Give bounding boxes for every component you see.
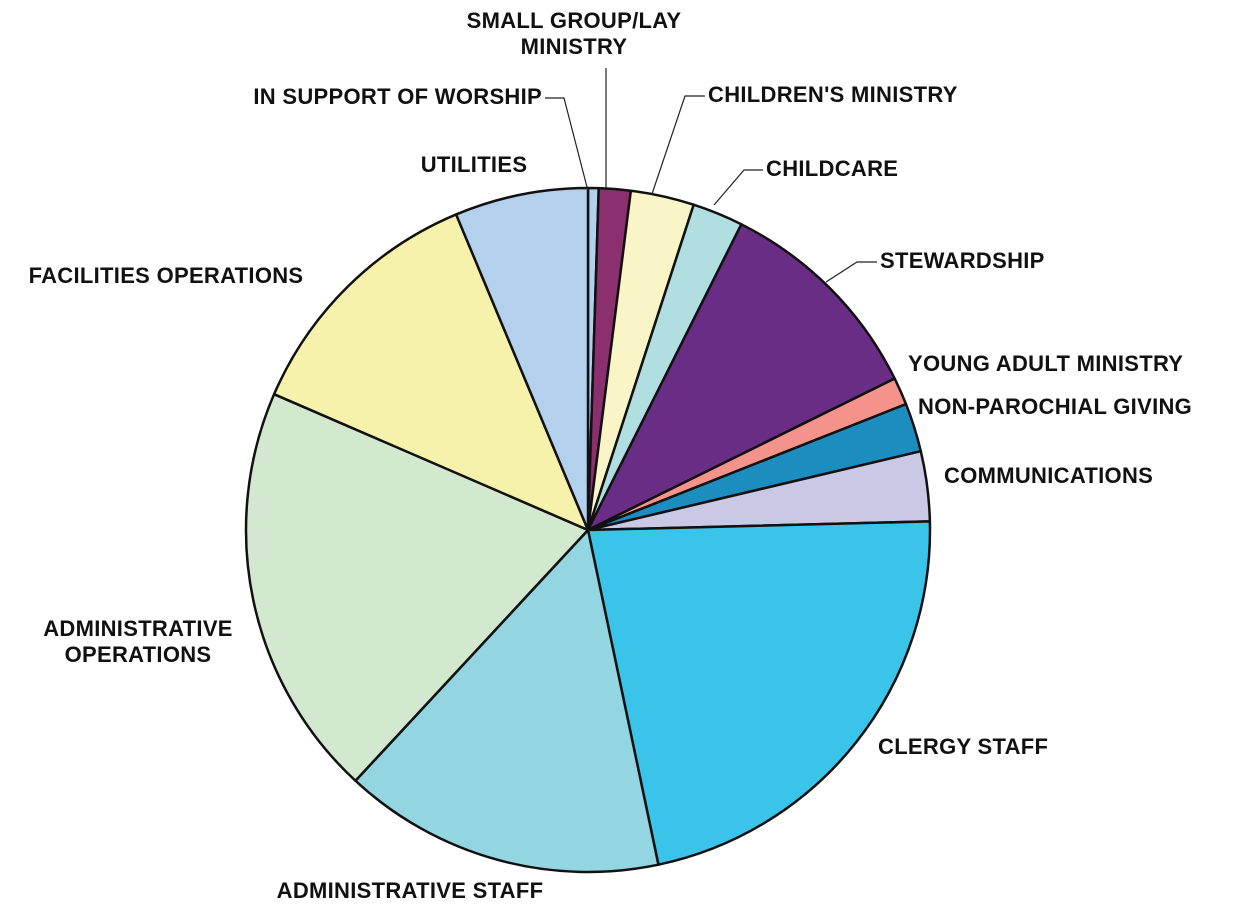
slice-label-line: ADMINISTRATIVE STAFF <box>277 878 544 903</box>
slice-label-line: IN SUPPORT OF WORSHIP <box>253 84 542 109</box>
pie-slice-clergy-staff <box>586 520 932 866</box>
leader-line-childcare <box>713 169 763 206</box>
slice-label-facilities-operations: FACILITIES OPERATIONS <box>29 263 304 288</box>
slice-label-stewardship: STEWARDSHIP <box>880 248 1045 273</box>
slice-label-line: CHILDCARE <box>766 156 898 181</box>
slice-label-administrative-staff: ADMINISTRATIVE STAFF <box>277 878 544 903</box>
pie-slices <box>244 186 932 874</box>
slice-label-administrative-operations: ADMINISTRATIVE OPERATIONS <box>43 616 233 667</box>
slice-label-childcare: CHILDCARE <box>766 156 898 181</box>
slice-label-communications: COMMUNICATIONS <box>944 463 1153 488</box>
slice-label-line: CLERGY STAFF <box>878 734 1048 759</box>
slice-label-line: ADMINISTRATIVE <box>43 616 233 641</box>
slice-label-line: OPERATIONS <box>65 642 212 667</box>
slice-label-children-s-ministry: CHILDREN'S MINISTRY <box>708 82 958 107</box>
pie-slice-administrative-staff <box>354 528 660 874</box>
slice-label-line: COMMUNICATIONS <box>944 463 1153 488</box>
slice-label-line: FACILITIES OPERATIONS <box>29 263 304 288</box>
slice-labels: IN SUPPORT OF WORSHIP SMALL GROUP/LAY MINI… <box>29 8 1192 903</box>
pie-slice-stewardship <box>586 223 896 532</box>
slice-label-line: NON-PAROCHIAL GIVING <box>918 394 1192 419</box>
pie-slice-utilities <box>454 186 590 532</box>
slice-label-line: UTILITIES <box>421 152 528 177</box>
slice-label-non-parochial-giving: NON-PAROCHIAL GIVING <box>918 394 1192 419</box>
slice-label-small-group-lay-ministry: SMALL GROUP/LAY MINISTRY <box>467 8 682 59</box>
slice-label-utilities: UTILITIES <box>421 152 528 177</box>
leader-line-stewardship <box>825 261 877 283</box>
slice-label-young-adult-ministry: YOUNG ADULT MINISTRY <box>908 351 1183 376</box>
slice-label-line: YOUNG ADULT MINISTRY <box>908 351 1183 376</box>
slice-label-line: SMALL GROUP/LAY <box>467 8 682 33</box>
slice-label-line: MINISTRY <box>521 34 628 59</box>
leader-line-in-support-of-worship <box>545 97 589 192</box>
leader-lines <box>545 68 877 283</box>
leader-line-children-s-ministry <box>651 95 705 195</box>
slice-label-line: CHILDREN'S MINISTRY <box>708 82 958 107</box>
slice-label-in-support-of-worship: IN SUPPORT OF WORSHIP <box>253 84 542 109</box>
slice-label-line: STEWARDSHIP <box>880 248 1045 273</box>
pie-slice-facilities-operations <box>272 213 590 532</box>
pie-slice-administrative-operations <box>244 392 590 783</box>
slice-label-clergy-staff: CLERGY STAFF <box>878 734 1048 759</box>
